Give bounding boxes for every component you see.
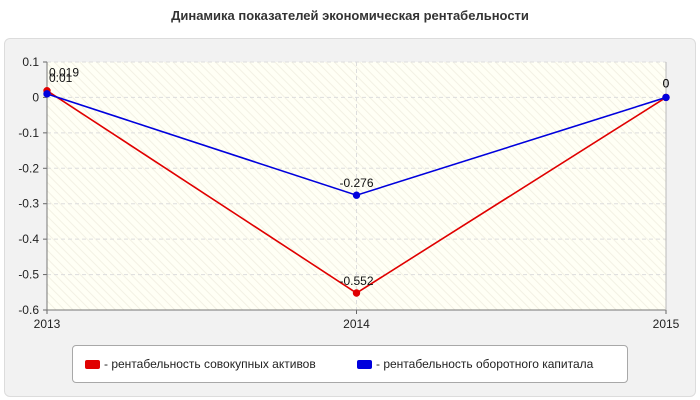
x-tick-label: 2014	[343, 317, 370, 331]
y-tick-label: -0.3	[18, 197, 39, 211]
data-label: -0.552	[339, 274, 373, 288]
legend-swatch-series-2	[357, 359, 372, 369]
y-tick-label: 0.1	[22, 55, 39, 69]
series-2-point	[352, 191, 361, 199]
series	[43, 86, 670, 297]
legend-swatch-series-1	[85, 359, 100, 369]
grid	[47, 61, 666, 310]
legend-item-series-1[interactable]: - рентабельность совокупных активов	[85, 346, 316, 382]
y-tick-label: -0.5	[18, 268, 39, 282]
series-1-point	[352, 289, 361, 297]
legend-label-series-1: - рентабельность совокупных активов	[104, 357, 316, 371]
data-label: -0.276	[339, 176, 373, 190]
y-tick-label: -0.1	[18, 126, 39, 140]
series-2-point	[43, 90, 51, 98]
chart-title: Динамика показателей экономическая рента…	[171, 8, 529, 23]
legend: - рентабельность совокупных активов - ре…	[72, 345, 628, 383]
data-label: 0	[663, 76, 670, 90]
series-2-point	[662, 93, 670, 102]
data-label: 0.01	[49, 71, 73, 85]
data-label: 0	[663, 76, 670, 90]
y-tick-label: 0	[32, 90, 39, 104]
y-tick-label: -0.2	[18, 161, 39, 175]
x-tick-label: 2015	[653, 317, 680, 331]
x-tick-label: 2013	[34, 317, 61, 331]
y-tick-label: -0.6	[18, 303, 39, 317]
data-label: 0.019	[49, 66, 79, 80]
legend-item-series-2[interactable]: - рентабельность оборотного капитала	[357, 346, 593, 382]
y-tick-label: -0.4	[18, 232, 39, 246]
legend-label-series-2: - рентабельность оборотного капитала	[376, 357, 594, 371]
